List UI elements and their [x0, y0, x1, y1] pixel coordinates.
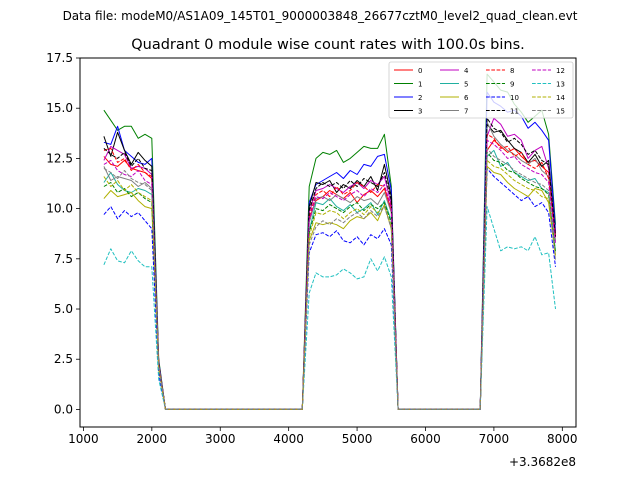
legend-label-12: 12	[556, 67, 565, 75]
legend-label-0: 0	[418, 67, 422, 75]
x-tick-label: 7000	[479, 432, 510, 446]
legend-label-14: 14	[556, 94, 565, 102]
legend-label-3: 3	[418, 108, 422, 116]
legend-label-13: 13	[556, 81, 565, 89]
chart-title: Quadrant 0 module wise count rates with …	[131, 37, 525, 53]
x-tick-label: 1000	[68, 432, 99, 446]
x-axis-offset-label: +3.3682e8	[509, 455, 576, 469]
series-line-15	[103, 147, 556, 410]
x-tick-label: 6000	[410, 432, 441, 446]
y-tick-label: 10.0	[46, 202, 73, 216]
legend-box	[388, 61, 574, 119]
series-line-10	[103, 167, 556, 410]
y-tick-label: 2.5	[54, 352, 73, 366]
plot-area-frame	[79, 57, 577, 428]
legend-label-7: 7	[464, 108, 468, 116]
legend-label-8: 8	[510, 67, 514, 75]
series-line-11	[103, 117, 556, 410]
legend-label-6: 6	[464, 94, 469, 102]
series-line-6	[103, 165, 556, 410]
x-tick-label: 5000	[342, 432, 373, 446]
legend-label-4: 4	[464, 67, 469, 75]
legend-label-10: 10	[510, 94, 519, 102]
y-axis: 0.0 2.5 5.0 7.5 10.0 12.5 15.0 17.5	[46, 51, 80, 416]
x-tick-label: 3000	[205, 432, 236, 446]
x-axis: 1000 2000 3000 4000 5000 6000 7000 8000	[68, 427, 578, 446]
series-line-12	[103, 139, 556, 410]
y-tick-label: 0.0	[54, 402, 73, 416]
chart-suptitle: Data file: modeM0/AS1A09_145T01_90000038…	[63, 9, 578, 23]
y-tick-label: 5.0	[54, 302, 73, 316]
series-layer	[103, 73, 556, 410]
y-tick-label: 12.5	[46, 151, 73, 165]
x-tick-label: 2000	[137, 432, 168, 446]
series-line-9	[103, 151, 556, 410]
series-line-13	[103, 206, 556, 410]
y-tick-label: 7.5	[54, 252, 73, 266]
y-tick-label: 15.0	[46, 101, 73, 115]
legend-label-5: 5	[464, 81, 468, 89]
x-tick-label: 8000	[547, 432, 578, 446]
legend-label-2: 2	[418, 94, 422, 102]
series-line-8	[103, 133, 556, 410]
legend-label-11: 11	[510, 108, 519, 116]
series-line-7	[103, 121, 556, 410]
legend-label-1: 1	[418, 81, 422, 89]
x-tick-label: 4000	[273, 432, 304, 446]
series-line-3	[103, 123, 556, 410]
y-tick-label: 17.5	[46, 51, 73, 65]
legend-label-9: 9	[510, 81, 514, 89]
series-line-14	[103, 159, 556, 410]
legend-label-15: 15	[556, 108, 565, 116]
